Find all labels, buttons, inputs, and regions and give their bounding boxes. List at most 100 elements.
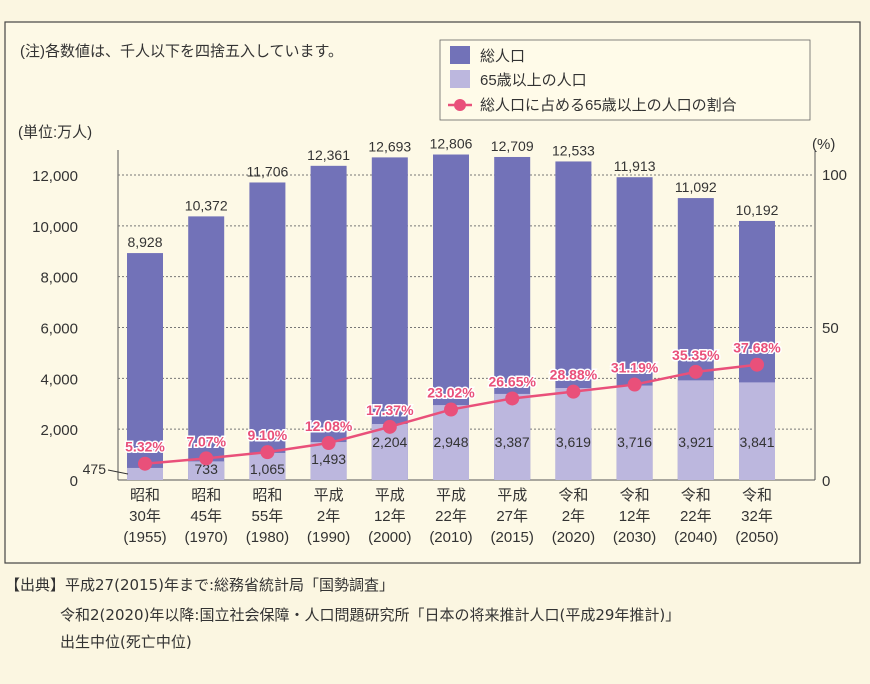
x-tick-label: 22年 [435, 508, 467, 525]
right-tick-label: 0 [822, 473, 830, 490]
bar-elderly [433, 405, 469, 480]
ratio-marker [627, 377, 642, 392]
elderly-data-label: 3,387 [495, 434, 530, 450]
ratio-marker [199, 451, 214, 466]
bar-elderly [188, 461, 225, 480]
elderly-data-label: 1,065 [250, 461, 285, 477]
ratio-marker [260, 445, 275, 460]
ratio-data-label: 28.88% [550, 367, 598, 383]
x-tick-label: (2040) [674, 529, 717, 546]
left-tick-label: 2,000 [40, 422, 78, 439]
right-tick-label: 100 [822, 167, 847, 184]
ratio-marker [444, 402, 458, 417]
legend: 総人口 65歳以上の人口 総人口に占める65歳以上の人口の割合 [439, 39, 811, 121]
elderly-data-label: 2,948 [433, 434, 468, 450]
total-data-label: 10,372 [185, 197, 228, 213]
x-tick-label: 平成 [314, 487, 344, 504]
x-tick-label: 平成 [436, 487, 466, 504]
x-tick-label: 27年 [496, 508, 528, 525]
x-tick-label: (2015) [491, 529, 534, 546]
bar-total [249, 182, 286, 480]
x-tick-label: 12年 [374, 508, 406, 525]
total-data-label: 12,806 [430, 136, 473, 152]
ratio-marker [138, 456, 152, 471]
x-tick-label: 45年 [190, 508, 222, 525]
ratio-data-label: 23.02% [427, 385, 475, 401]
elderly-data-label: 3,841 [739, 434, 774, 450]
ratio-data-label: 9.10% [248, 427, 288, 443]
x-tick-label: (2000) [368, 529, 411, 546]
ratio-marker [382, 419, 397, 434]
x-tick-label: 令和 [742, 487, 772, 504]
left-tick-label: 12,000 [32, 168, 78, 185]
legend-label-ratio: 総人口に占める65歳以上の人口の割合 [480, 97, 737, 114]
x-tick-label: 令和 [620, 487, 650, 504]
x-tick-label: 昭和 [130, 487, 160, 504]
x-tick-label: (2010) [429, 529, 472, 546]
source-line-2: 令和2(2020)年以降:国立社会保障・人口問題研究所「日本の将来推計人口(平成… [60, 606, 681, 624]
x-tick-label: 30年 [129, 508, 161, 525]
bar-total [127, 253, 163, 480]
bar-elderly [494, 393, 531, 480]
source-line-3: 出生中位(死亡中位) [60, 633, 192, 651]
total-data-label: 12,533 [552, 142, 595, 158]
x-tick-label: 2年 [562, 508, 585, 525]
ratio-marker [321, 436, 336, 451]
x-tick-label: 22年 [680, 508, 712, 525]
bar-elderly [555, 388, 592, 480]
total-data-label: 12,693 [368, 138, 411, 154]
x-tick-label: (2030) [613, 529, 656, 546]
x-tick-label: 12年 [619, 508, 651, 525]
legend-label-total: 総人口 [480, 48, 525, 65]
legend-swatch-elderly [450, 70, 470, 88]
total-data-label: 11,706 [247, 163, 289, 179]
right-tick-label: 50 [822, 320, 839, 337]
total-data-label: 12,709 [491, 138, 534, 154]
x-tick-label: 昭和 [191, 487, 221, 504]
left-tick-label: 0 [70, 473, 78, 490]
x-tick-label: 平成 [497, 487, 527, 504]
x-tick-label: 昭和 [252, 487, 282, 504]
x-tick-label: (1990) [307, 529, 350, 546]
note-text: (注)各数値は、千人以下を四捨五入しています。 [20, 42, 343, 60]
left-axis-label: (単位:万人) [18, 124, 92, 141]
bar-elderly [127, 467, 163, 480]
bar-elderly [616, 385, 653, 480]
x-tick-label: 平成 [375, 487, 405, 504]
ratio-data-label: 31.19% [611, 360, 659, 376]
total-data-label: 8,928 [127, 234, 162, 250]
left-tick-label: 8,000 [40, 270, 78, 287]
x-tick-label: 令和 [558, 487, 588, 504]
bar-elderly [677, 380, 714, 480]
x-tick-label: (2050) [735, 529, 778, 546]
ratio-data-label: 35.35% [672, 347, 720, 363]
legend-label-elderly: 65歳以上の人口 [480, 72, 587, 89]
legend-swatch-ratio-marker [454, 99, 466, 111]
bar-total [188, 216, 225, 480]
elderly-data-label: 475 [83, 461, 107, 477]
ratio-data-label: 12.08% [305, 418, 353, 434]
ratio-data-label: 37.68% [733, 340, 781, 356]
x-tick-label: 32年 [741, 508, 773, 525]
bar-elderly [739, 382, 775, 480]
total-data-label: 12,361 [307, 147, 350, 163]
x-tick-label: 令和 [681, 487, 711, 504]
elderly-data-label: 733 [195, 461, 219, 477]
left-tick-label: 4,000 [40, 371, 78, 388]
total-data-label: 11,092 [675, 179, 717, 195]
ratio-data-label: 5.32% [125, 439, 165, 455]
bar-total [310, 165, 347, 480]
left-tick-label: 6,000 [40, 321, 78, 338]
x-tick-label: (1980) [246, 529, 289, 546]
x-tick-label: (1955) [123, 529, 166, 546]
elderly-data-label: 3,921 [678, 434, 713, 450]
x-tick-label: (2020) [552, 529, 595, 546]
source-line-1: 【出典】平成27(2015)年まで:総務省統計局「国勢調査」 [5, 576, 395, 594]
elderly-data-label: 3,619 [556, 434, 591, 450]
x-tick-label: (1970) [185, 529, 228, 546]
ratio-data-label: 7.07% [186, 433, 226, 449]
elderly-data-label: 1,493 [311, 451, 346, 467]
ratio-marker [566, 384, 581, 399]
